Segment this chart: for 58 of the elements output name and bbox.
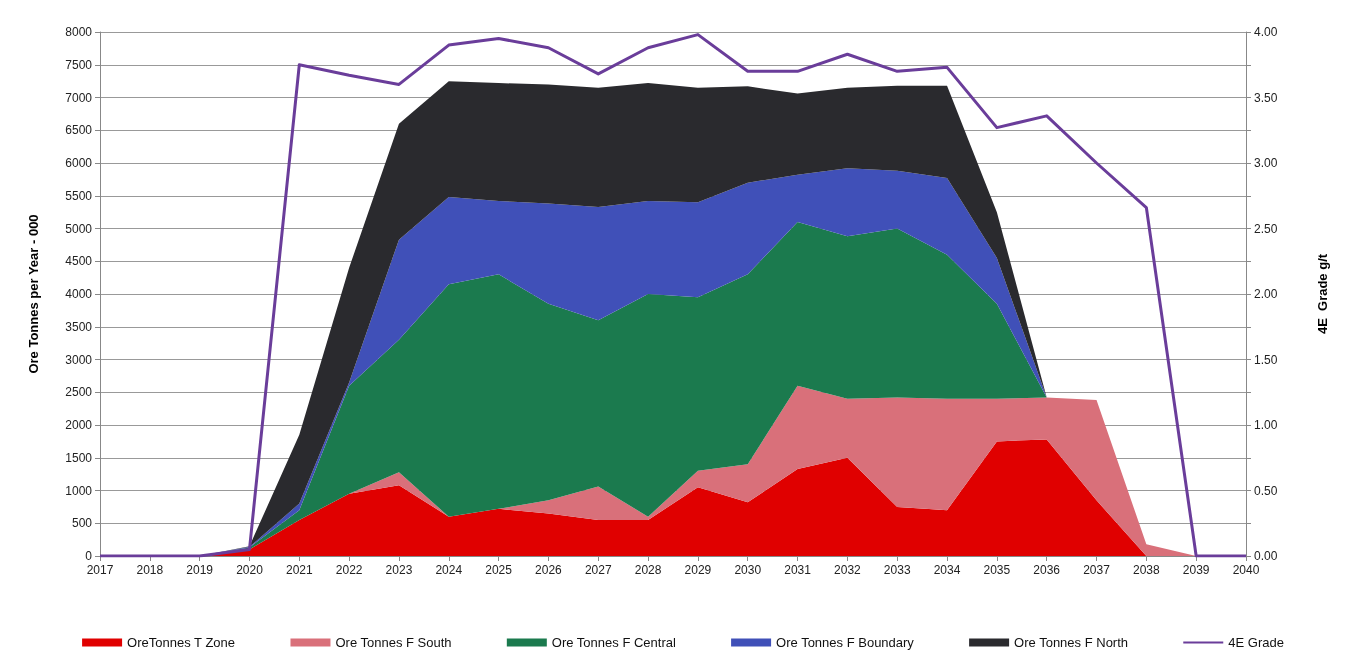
y-tick-label: 2500 — [65, 385, 93, 400]
y-tick-label: 500 — [71, 516, 93, 531]
x-tick-label: 2026 — [535, 563, 563, 577]
y-tick-label: 1500 — [65, 450, 93, 465]
legend-label: Ore Tonnes F Boundary — [776, 635, 915, 650]
x-tick-label: 2037 — [1083, 563, 1111, 577]
x-tick-label: 2033 — [883, 563, 911, 577]
legend-label: OreTonnes T Zone — [127, 635, 236, 650]
x-tick-label: 2021 — [285, 563, 313, 577]
x-tick-label: 2020 — [236, 563, 264, 577]
x-tick-label: 2035 — [983, 563, 1011, 577]
x-tick-label: 2023 — [385, 563, 413, 577]
legend-label: Ore Tonnes F South — [335, 635, 452, 650]
y-axis-title: Ore Tonnes per Year - 000 — [26, 214, 41, 374]
legend-label: Ore Tonnes F North — [1014, 635, 1129, 650]
y-tick-label: 5500 — [65, 188, 93, 203]
x-tick-label: 2034 — [933, 563, 961, 577]
x-tick-label: 2039 — [1182, 563, 1210, 577]
x-tick-label: 2024 — [435, 563, 463, 577]
x-tick-label: 2022 — [335, 563, 363, 577]
legend-label: 4E Grade — [1228, 635, 1284, 650]
x-tick-label: 2040 — [1232, 563, 1260, 577]
x-tick-label: 2036 — [1033, 563, 1061, 577]
y-tick-label: 4500 — [65, 254, 93, 269]
y-tick-label: 7000 — [65, 90, 93, 105]
legend-label: Ore Tonnes F Central — [551, 635, 676, 650]
y-tick-label: 7500 — [65, 57, 93, 72]
x-tick-label: 2029 — [684, 563, 712, 577]
y2-tick-label: 1.50 — [1254, 352, 1278, 367]
x-tick-label: 2038 — [1133, 563, 1161, 577]
x-tick-label: 2025 — [485, 563, 513, 577]
y-tick-label: 8000 — [65, 25, 93, 39]
x-tick-label: 2027 — [584, 563, 612, 577]
y2-tick-label: 2.50 — [1254, 221, 1278, 236]
y2-tick-label: 1.00 — [1254, 418, 1278, 432]
y-tick-label: 5000 — [65, 221, 93, 236]
y-tick-label: 6000 — [65, 156, 93, 170]
y-tick-label: 3000 — [65, 352, 93, 367]
y-tick-label: 0 — [85, 549, 93, 563]
y2-axis-title: 4E Grade g/t — [1315, 253, 1330, 335]
x-tick-label: 2028 — [634, 563, 662, 577]
y2-tick-label: 4.00 — [1254, 25, 1278, 39]
x-tick-label: 2032 — [834, 563, 862, 577]
x-tick-label: 2019 — [186, 563, 214, 577]
x-tick-label: 2030 — [734, 563, 762, 577]
y-tick-label: 2000 — [65, 418, 93, 432]
y2-tick-label: 3.00 — [1254, 156, 1278, 170]
x-tick-label: 2018 — [136, 563, 164, 577]
y-tick-label: 4000 — [65, 287, 93, 301]
y2-tick-label: 2.00 — [1254, 287, 1278, 301]
y-tick-label: 1000 — [65, 483, 93, 498]
x-tick-label: 2017 — [86, 563, 114, 577]
y-tick-label: 6500 — [65, 123, 93, 138]
y-tick-label: 3500 — [65, 319, 93, 334]
y2-tick-label: 3.50 — [1254, 90, 1278, 105]
y2-tick-label: 0.00 — [1254, 549, 1278, 563]
x-tick-label: 2031 — [784, 563, 812, 577]
y2-tick-label: 0.50 — [1254, 483, 1278, 498]
